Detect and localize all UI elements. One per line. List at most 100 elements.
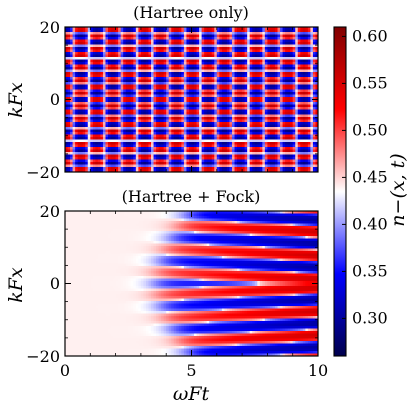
- heatmap-cell: [267, 104, 271, 108]
- heatmap-cell: [181, 79, 185, 83]
- heatmap-cell: [80, 39, 84, 43]
- heatmap-cell: [269, 122, 273, 125]
- heatmap-cell: [128, 142, 132, 145]
- heatmap-cell: [300, 84, 304, 88]
- heatmap-cell: [181, 122, 185, 125]
- heatmap-cell: [234, 114, 238, 118]
- heatmap-cell: [92, 149, 96, 153]
- heatmap-cell: [65, 74, 69, 78]
- heatmap-cell: [133, 132, 137, 135]
- heatmap-cell: [219, 114, 223, 118]
- heatmap-cell: [173, 112, 177, 115]
- heatmap-cell: [118, 72, 122, 75]
- heatmap-cell: [171, 39, 175, 43]
- heatmap-cell: [118, 119, 122, 123]
- heatmap-cell: [143, 127, 147, 130]
- heatmap-cell: [287, 62, 291, 65]
- heatmap-cell: [67, 104, 71, 108]
- heatmap-cell: [156, 84, 160, 88]
- heatmap-cell: [191, 59, 195, 63]
- heatmap-cell: [168, 134, 172, 138]
- heatmap-cell: [166, 99, 170, 103]
- heatmap-cell: [221, 137, 225, 140]
- heatmap-cell: [262, 132, 266, 135]
- heatmap-cell: [110, 27, 114, 30]
- heatmap-cell: [191, 34, 195, 38]
- heatmap-cell: [183, 107, 187, 110]
- heatmap-cell: [100, 47, 104, 50]
- heatmap-cell: [75, 117, 79, 120]
- heatmap-cell: [302, 142, 306, 145]
- heatmap-cell: [87, 62, 91, 65]
- heatmap-cell: [77, 79, 81, 83]
- heatmap-cell: [221, 99, 225, 103]
- heatmap-cell: [133, 114, 137, 118]
- heatmap-cell: [290, 87, 294, 90]
- heatmap-cell: [115, 124, 119, 128]
- heatmap-cell: [176, 129, 180, 133]
- heatmap-cell: [216, 107, 220, 110]
- heatmap-cell: [272, 69, 276, 73]
- heatmap-cell: [138, 89, 142, 93]
- heatmap-cell: [186, 32, 190, 35]
- heatmap-cell: [302, 69, 306, 73]
- heatmap-cell: [158, 114, 162, 118]
- heatmap-cell: [259, 94, 263, 98]
- heatmap-cell: [219, 137, 223, 140]
- heatmap-cell: [282, 92, 286, 95]
- heatmap-cell: [231, 102, 236, 105]
- heatmap-cell: [113, 79, 117, 83]
- heatmap-cell: [138, 69, 142, 73]
- heatmap-cell: [297, 132, 301, 135]
- heatmap-cell: [269, 139, 273, 143]
- heatmap-cell: [280, 127, 284, 130]
- heatmap-cell: [247, 47, 251, 50]
- heatmap-cell: [123, 117, 127, 120]
- heatmap-cell: [226, 77, 230, 80]
- heatmap-cell: [216, 74, 220, 78]
- heatmap-cell: [75, 99, 79, 103]
- heatmap-cell: [163, 144, 167, 148]
- heatmap-cell: [272, 122, 276, 125]
- heatmap-cell: [216, 92, 220, 95]
- heatmap-cell: [204, 84, 208, 88]
- heatmap-cell: [249, 32, 253, 35]
- heatmap-cell: [95, 87, 99, 90]
- heatmap-cell: [219, 74, 223, 78]
- heatmap-cell: [181, 127, 185, 130]
- heatmap-cell: [97, 92, 101, 95]
- heatmap-cell: [133, 34, 137, 38]
- heatmap-cell: [176, 52, 180, 55]
- heatmap-cell: [249, 117, 253, 120]
- heatmap-cell: [173, 102, 177, 105]
- heatmap-cell: [206, 27, 210, 30]
- heatmap-cell: [315, 57, 319, 60]
- heatmap-cell: [143, 72, 147, 75]
- heatmap-cell: [224, 27, 228, 30]
- heatmap-cell: [125, 49, 129, 53]
- heatmap-cell: [290, 29, 294, 33]
- heatmap-cell: [65, 117, 69, 120]
- heatmap-cell: [226, 39, 230, 43]
- heatmap-cell: [199, 64, 203, 68]
- heatmap-cell: [312, 49, 316, 53]
- heatmap-cell: [237, 99, 241, 103]
- heatmap-cell: [77, 124, 81, 128]
- heatmap-cell: [305, 124, 309, 128]
- heatmap-cell: [252, 119, 256, 123]
- heatmap-cell: [80, 127, 84, 130]
- heatmap-cell: [224, 107, 228, 110]
- heatmap-cell: [166, 119, 170, 123]
- heatmap-cell: [108, 139, 112, 143]
- heatmap-cell: [290, 64, 294, 68]
- heatmap-cell: [221, 112, 225, 115]
- heatmap-cell: [196, 147, 200, 150]
- heatmap-cell: [224, 127, 228, 130]
- heatmap-cell: [219, 54, 223, 58]
- heatmap-cell: [264, 84, 268, 88]
- heatmap-cell: [287, 134, 291, 138]
- heatmap-cell: [102, 92, 106, 95]
- heatmap-cell: [97, 99, 101, 103]
- heatmap-cell: [92, 77, 96, 80]
- heatmap-cell: [262, 119, 266, 123]
